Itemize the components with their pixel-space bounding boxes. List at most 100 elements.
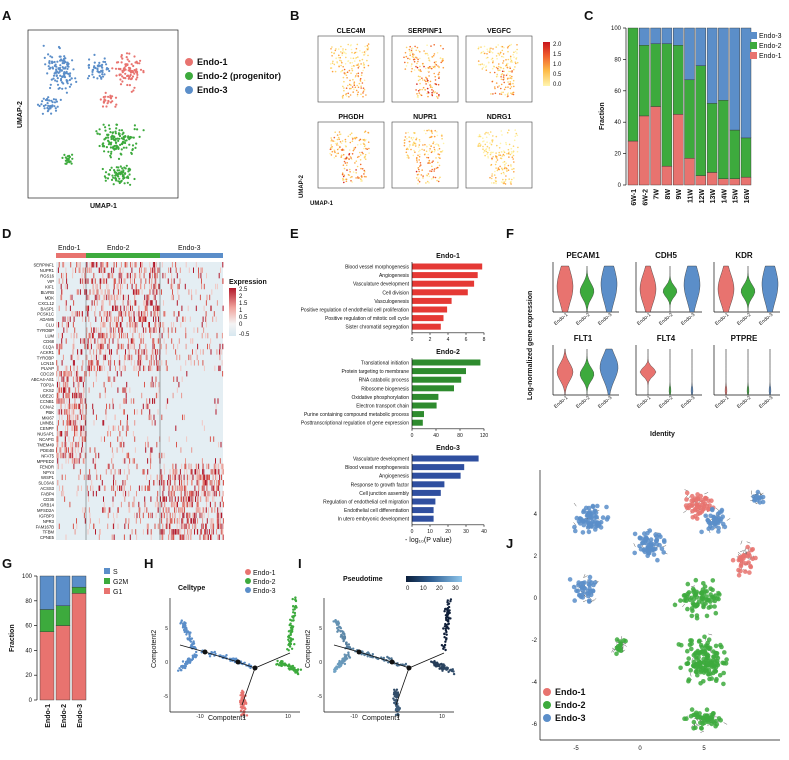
umap-point	[124, 167, 127, 170]
trajectory-cell	[277, 664, 281, 667]
heatmap-cell	[150, 267, 151, 273]
heatmap-cell	[168, 485, 170, 491]
umap-point	[56, 77, 59, 80]
trajectory-cell	[292, 614, 296, 618]
umap-point	[128, 60, 131, 63]
trajectory-cell	[291, 638, 295, 641]
legend-dot-endo3	[185, 86, 193, 94]
violin-shape	[579, 349, 595, 396]
velocity-arrow	[573, 522, 577, 526]
heatmap-cell	[161, 262, 163, 268]
heatmap-cell	[74, 371, 76, 377]
heatmap-cell	[76, 431, 78, 437]
feature-point	[442, 59, 444, 62]
heatmap-cell	[197, 327, 199, 333]
umap-point	[117, 132, 120, 135]
heatmap-cell	[88, 371, 90, 377]
panel-j-y-tick: 4	[534, 512, 538, 518]
heatmap-cell	[212, 474, 214, 481]
heatmap-cell	[201, 490, 203, 497]
heatmap-cell	[71, 409, 73, 415]
trajectory-cell	[181, 622, 185, 625]
panel-j-x-tick: -5	[573, 746, 579, 752]
feature-point	[343, 68, 346, 71]
feature-point	[432, 90, 435, 92]
umap-point	[128, 143, 131, 146]
feature-point	[341, 173, 344, 176]
feature-point	[342, 175, 345, 178]
go-x-tick-label: 40	[481, 529, 487, 535]
heatmap-cell	[207, 474, 209, 481]
feature-point	[416, 93, 418, 95]
heatmap-cell	[188, 523, 190, 530]
feature-point	[410, 70, 413, 73]
heatmap-gene-label: IGFBP3	[39, 513, 55, 518]
trajectory-cell	[180, 665, 183, 668]
umap-point	[104, 171, 108, 174]
trajectory-cell	[296, 672, 300, 676]
feature-point	[491, 80, 494, 83]
panel-g-y-tick-label: 100	[22, 574, 33, 580]
heatmap-cell	[129, 272, 131, 279]
heatmap-cell	[146, 523, 148, 530]
feature-point	[500, 91, 503, 94]
heatmap-cell	[120, 322, 122, 328]
go-bar	[412, 498, 436, 505]
heatmap-cell	[144, 507, 146, 513]
heatmap-cell	[99, 365, 101, 372]
heatmap-cell	[153, 414, 155, 421]
heatmap-cell	[206, 272, 207, 279]
heatmap-cell	[80, 452, 82, 459]
heatmap-gene-label: CDC20	[40, 372, 54, 377]
feature-point	[425, 76, 427, 79]
feature-point	[348, 83, 351, 86]
feature-point	[416, 46, 419, 49]
heatmap-cell	[65, 447, 67, 453]
feature-point	[491, 51, 494, 54]
heatmap-cell	[154, 398, 156, 404]
heatmap-cell	[133, 496, 135, 502]
feature-plot-title: CLEC4M	[337, 28, 366, 35]
violin-x-label: Endo-2	[736, 395, 752, 410]
trajectory-cell	[299, 668, 303, 671]
heatmap-cell	[150, 327, 152, 333]
heatmap-cell	[211, 485, 213, 491]
trajectory-cell	[393, 690, 397, 694]
feature-point	[364, 139, 366, 142]
umap-point	[87, 63, 91, 67]
heatmap-cell	[199, 496, 201, 502]
feature-point	[345, 180, 348, 183]
heatmap-cell	[154, 289, 156, 295]
heatmap-cell	[85, 436, 87, 442]
heatmap-cell	[84, 398, 86, 404]
go-term-label: Positive regulation of mitotic cell cycl…	[325, 316, 409, 322]
feature-point	[500, 76, 502, 78]
heatmap-cell	[131, 343, 133, 350]
bar-endo-1-14W	[718, 178, 729, 186]
heatmap-cell	[141, 322, 143, 328]
trajectory-cell	[395, 688, 399, 691]
feature-point	[505, 175, 507, 177]
umap-point	[118, 129, 121, 132]
go-bar	[412, 385, 454, 392]
heatmap-cell	[150, 414, 152, 421]
trajectory-cell	[290, 647, 294, 650]
heatmap-cell	[95, 529, 96, 535]
heatmap-cell	[202, 474, 204, 481]
heatmap-cell	[113, 512, 114, 519]
feature-point	[428, 75, 430, 77]
feature-point	[510, 86, 513, 88]
heatmap-cell	[206, 294, 208, 301]
heatmap-cell	[91, 365, 92, 372]
go-term-label: Endothelial cell differentiation	[344, 508, 409, 514]
heatmap-cell	[118, 327, 120, 333]
feature-point	[493, 174, 496, 176]
heatmap-cell	[172, 534, 174, 540]
umap-point	[120, 129, 124, 132]
heatmap-cell	[169, 474, 171, 481]
feature-point	[495, 167, 497, 169]
trajectory-cell	[447, 627, 450, 630]
heatmap-cell	[86, 294, 88, 301]
panel-letter-h: H	[144, 556, 153, 571]
